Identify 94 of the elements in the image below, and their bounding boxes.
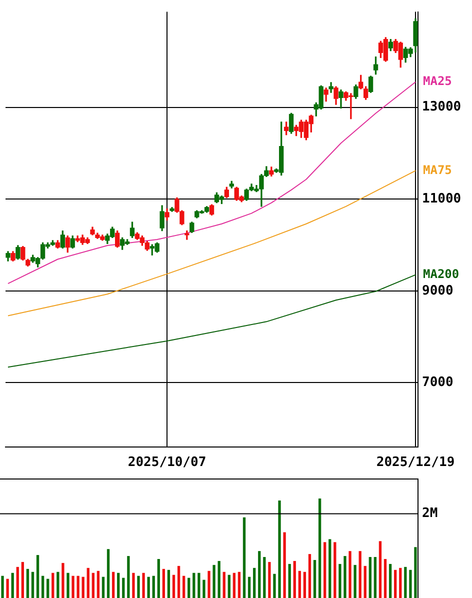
bar xyxy=(122,578,125,598)
bar xyxy=(82,576,84,598)
bar xyxy=(394,570,397,598)
y-tick-label: 9000 xyxy=(422,283,454,298)
bar xyxy=(344,556,346,598)
bar xyxy=(52,572,54,598)
bar xyxy=(348,551,352,598)
bar xyxy=(16,566,19,598)
bar xyxy=(152,576,155,598)
bar xyxy=(278,500,281,598)
bar xyxy=(228,574,230,598)
bar xyxy=(378,541,382,598)
bar xyxy=(26,568,30,598)
bar xyxy=(11,572,14,598)
bar xyxy=(157,558,160,598)
bar xyxy=(354,564,356,598)
candlestick xyxy=(328,82,334,93)
bar xyxy=(414,547,417,598)
bar xyxy=(263,557,266,598)
bar xyxy=(167,570,170,598)
bar xyxy=(56,572,60,598)
bar xyxy=(252,568,256,598)
bar xyxy=(137,576,140,598)
bar xyxy=(127,556,130,598)
bar xyxy=(338,564,342,598)
bar xyxy=(242,517,246,598)
bar xyxy=(162,568,166,598)
bar xyxy=(112,572,115,598)
bar xyxy=(192,572,196,598)
bar xyxy=(374,557,377,598)
series-label: MA200 xyxy=(423,266,460,281)
bar xyxy=(188,578,190,598)
bar xyxy=(399,568,402,598)
ref-line-label: 2M xyxy=(422,506,438,522)
bar xyxy=(308,554,312,598)
bar xyxy=(324,542,326,598)
bar xyxy=(358,551,362,598)
x-tick-label: 2025/10/07 xyxy=(128,455,206,470)
bar xyxy=(96,570,100,598)
bar xyxy=(313,560,316,598)
bar xyxy=(66,572,70,598)
bar xyxy=(21,562,24,598)
bar xyxy=(222,572,226,598)
bar xyxy=(86,568,90,598)
bar xyxy=(288,564,291,598)
bar xyxy=(303,572,306,598)
bar xyxy=(117,572,120,598)
bar xyxy=(202,580,206,598)
bar xyxy=(72,576,74,598)
bar xyxy=(268,562,271,598)
bar xyxy=(388,564,392,598)
bar xyxy=(212,564,216,598)
y-tick-label: 7000 xyxy=(422,375,454,390)
bar xyxy=(142,572,145,598)
bar xyxy=(1,576,4,598)
bar xyxy=(298,570,301,598)
bar xyxy=(273,574,276,598)
bar xyxy=(102,576,105,598)
bar xyxy=(404,566,407,598)
bar xyxy=(258,551,261,598)
bar xyxy=(6,578,9,598)
bar xyxy=(76,576,80,598)
series-label: MA25 xyxy=(423,74,452,88)
bar xyxy=(41,576,44,598)
y-tick-label: 13000 xyxy=(422,100,462,115)
bar xyxy=(92,572,94,598)
bar xyxy=(147,576,150,598)
bar xyxy=(409,570,412,598)
bar xyxy=(172,574,176,598)
bar xyxy=(384,558,387,598)
bar xyxy=(248,576,251,598)
bar xyxy=(46,578,50,598)
series-label: MA75 xyxy=(423,162,452,177)
bar xyxy=(182,576,186,598)
y-tick-label: 11000 xyxy=(422,191,462,206)
bar xyxy=(238,572,241,598)
bar xyxy=(31,572,34,598)
bar xyxy=(177,566,180,598)
bar xyxy=(334,542,336,598)
bar xyxy=(106,549,110,598)
x-tick-label: 2025/12/19 xyxy=(376,455,455,470)
bar xyxy=(132,572,135,598)
bar xyxy=(218,560,220,598)
bar xyxy=(328,539,332,598)
bar xyxy=(232,572,236,598)
bar xyxy=(283,532,286,598)
bar xyxy=(293,560,296,598)
bar xyxy=(208,570,210,598)
bar xyxy=(318,498,322,598)
bar xyxy=(198,572,200,598)
bar xyxy=(364,566,366,598)
bar xyxy=(62,562,64,598)
bar xyxy=(368,557,372,598)
bar xyxy=(36,555,40,598)
